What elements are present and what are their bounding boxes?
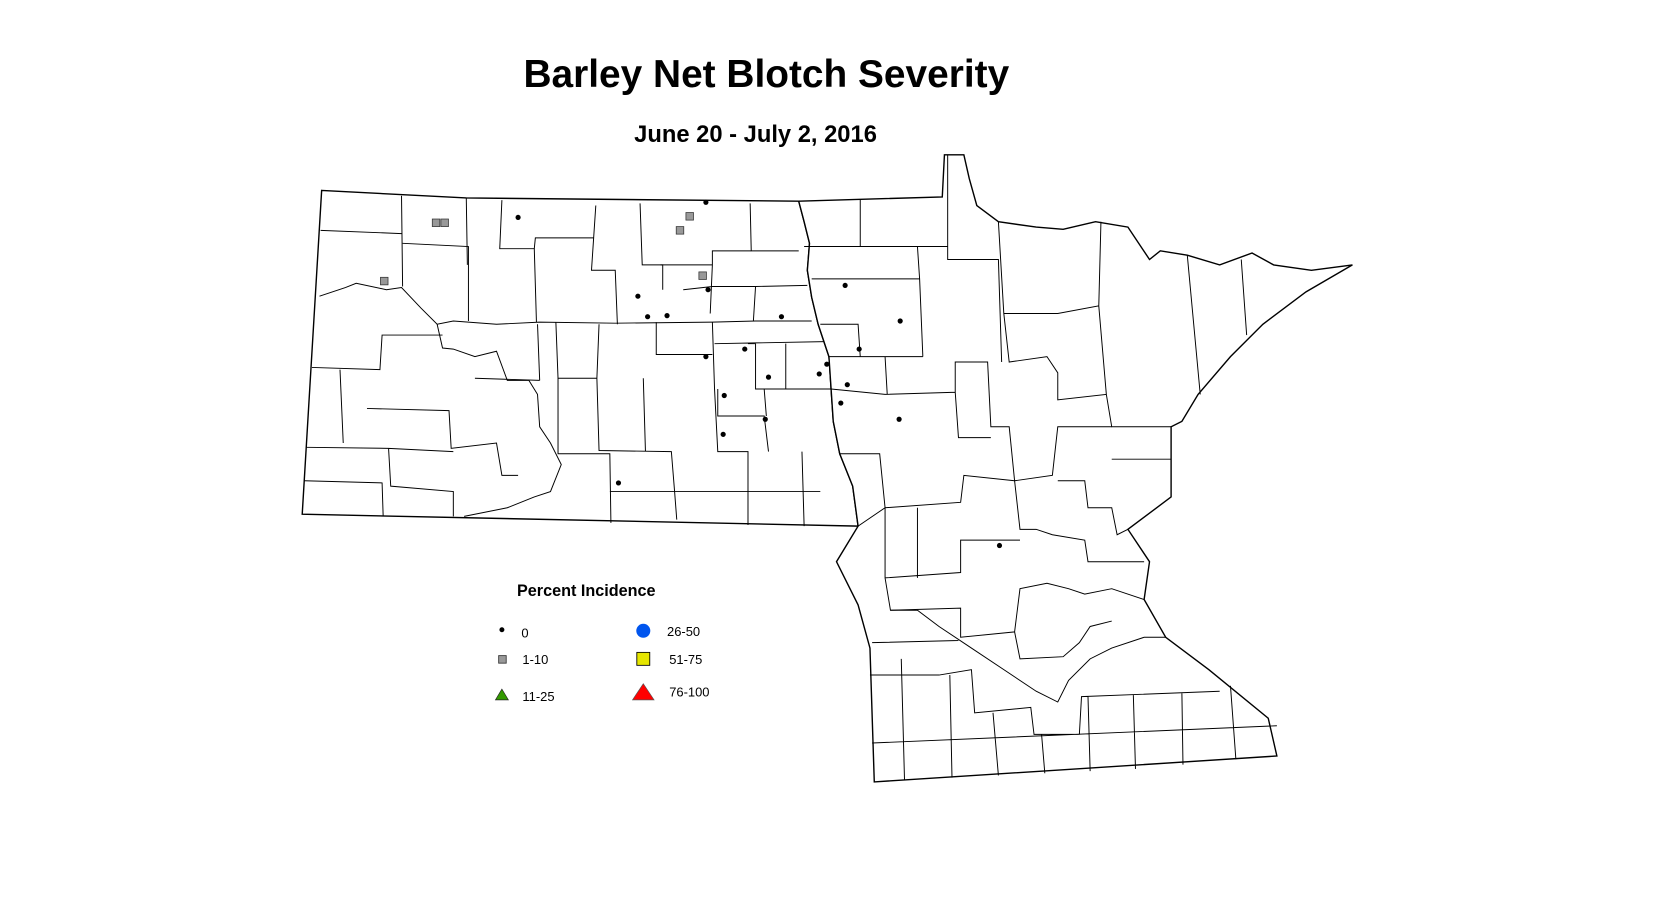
marker-0-percent bbox=[838, 400, 844, 406]
marker-0-percent bbox=[645, 314, 651, 320]
legend-label: 51-75 bbox=[669, 652, 702, 667]
legend-item-0: 0 bbox=[499, 625, 529, 640]
marker-0-percent bbox=[742, 346, 748, 352]
marker-0-percent bbox=[856, 346, 862, 352]
legend-item-2: 11-25 bbox=[494, 688, 555, 704]
legend-item-4: 51-75 bbox=[636, 651, 702, 667]
marker-1-10-percent bbox=[698, 271, 707, 280]
minnesota-county-lines bbox=[804, 154, 1277, 780]
green-triangle-icon bbox=[494, 688, 509, 701]
north-dakota-outline bbox=[301, 189, 859, 527]
marker-1-10-percent bbox=[431, 218, 441, 227]
legend-label: 1-10 bbox=[522, 652, 548, 667]
marker-0-percent bbox=[842, 282, 848, 288]
marker-0-percent bbox=[844, 382, 850, 388]
legend: Percent Incidence 0 1-10 11-25 26-50 51-… bbox=[494, 582, 709, 704]
legend-label: 76-100 bbox=[669, 685, 709, 700]
blue-circle-icon bbox=[636, 623, 651, 638]
marker-0-percent bbox=[703, 354, 709, 360]
legend-title: Percent Incidence bbox=[517, 582, 656, 600]
marker-0-percent bbox=[720, 431, 726, 437]
small-dot-icon bbox=[499, 627, 505, 633]
legend-item-5: 76-100 bbox=[631, 683, 709, 701]
legend-label: 11-25 bbox=[522, 689, 554, 704]
marker-0-percent bbox=[896, 416, 902, 422]
marker-0-percent bbox=[824, 361, 830, 367]
marker-0-percent bbox=[816, 371, 822, 377]
observation-markers bbox=[380, 199, 1003, 549]
minnesota bbox=[797, 154, 1353, 783]
marker-0-percent bbox=[705, 287, 711, 293]
marker-0-percent bbox=[762, 416, 768, 422]
red-triangle-icon bbox=[631, 683, 655, 701]
map-title: Barley Net Blotch Severity bbox=[523, 53, 1009, 96]
marker-0-percent bbox=[778, 314, 785, 320]
marker-1-10-percent bbox=[380, 276, 389, 286]
marker-0-percent bbox=[664, 313, 670, 319]
marker-0-percent bbox=[515, 214, 521, 220]
marker-0-percent bbox=[615, 480, 622, 486]
legend-label: 26-50 bbox=[667, 624, 700, 639]
marker-1-10-percent bbox=[675, 226, 685, 235]
marker-0-percent bbox=[765, 374, 772, 380]
marker-0-percent bbox=[996, 542, 1003, 549]
north-dakota-county-lines bbox=[304, 195, 832, 527]
marker-0-percent bbox=[703, 199, 709, 205]
north-dakota bbox=[301, 189, 859, 527]
marker-0-percent bbox=[635, 293, 641, 299]
yellow-square-icon bbox=[636, 651, 651, 666]
marker-0-percent bbox=[897, 318, 903, 324]
gray-square-icon bbox=[498, 655, 507, 664]
marker-0-percent bbox=[721, 392, 727, 399]
legend-item-1: 1-10 bbox=[498, 652, 548, 667]
marker-1-10-percent bbox=[685, 212, 694, 221]
minnesota-outline bbox=[797, 154, 1353, 783]
legend-label: 0 bbox=[521, 625, 528, 640]
map-subtitle: June 20 - July 2, 2016 bbox=[634, 122, 877, 148]
legend-item-3: 26-50 bbox=[636, 623, 700, 639]
marker-1-10-percent bbox=[440, 218, 449, 227]
